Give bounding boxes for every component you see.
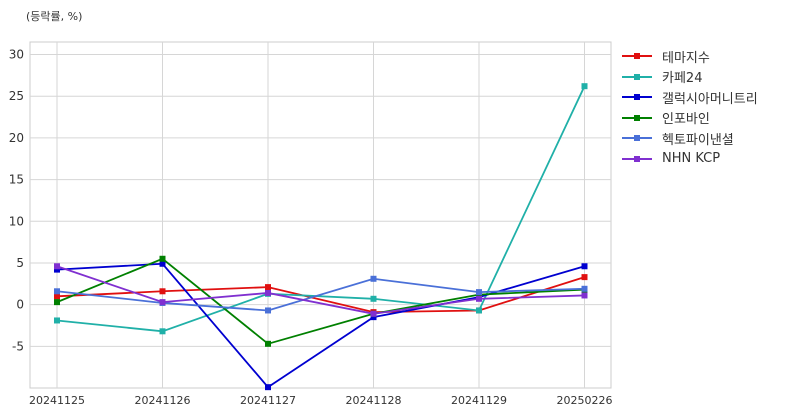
data-point [54, 299, 60, 306]
data-point [54, 288, 60, 295]
series-5 [54, 263, 588, 317]
data-point [265, 384, 271, 391]
y-tick-label: 30 [9, 48, 24, 62]
data-point [370, 295, 377, 302]
data-point [265, 307, 271, 314]
legend-swatch [622, 112, 652, 124]
data-point [54, 317, 60, 324]
data-point [54, 293, 60, 300]
legend-label: 카페24 [662, 71, 703, 87]
data-point [159, 328, 166, 335]
data-point [476, 295, 482, 302]
y-tick-label: 20 [9, 131, 24, 145]
legend-label: NHN KCP [662, 151, 721, 167]
data-point [476, 289, 482, 296]
y-tick-label: -5 [12, 339, 24, 353]
series-line [56, 276, 585, 314]
legend-swatch [622, 50, 652, 62]
data-point [476, 307, 482, 314]
series-line [56, 85, 586, 333]
x-tick-label: 20241129 [451, 394, 507, 407]
legend-label: 헥토파이낸셜 [662, 132, 734, 148]
series-line [56, 277, 585, 312]
data-point [54, 263, 60, 270]
data-point [581, 83, 588, 90]
data-point [159, 255, 166, 262]
legend-swatch [622, 153, 652, 165]
y-tick-label: 10 [9, 214, 24, 228]
grid [30, 42, 611, 388]
legend-item: 갤럭시아머니트리 [622, 87, 758, 108]
data-point [159, 260, 166, 267]
series-line [56, 257, 585, 345]
legend-item: NHN KCP [622, 149, 758, 170]
data-point [370, 310, 377, 317]
y-tick-label: 5 [16, 256, 24, 270]
legend-label: 인포바인 [662, 112, 710, 128]
data-point [54, 266, 60, 273]
data-point [581, 274, 588, 281]
legend-swatch [622, 71, 652, 83]
x-tick-label: 20241127 [240, 394, 296, 407]
legend-item: 인포바인 [622, 108, 758, 129]
x-tick-label: 20241125 [29, 394, 85, 407]
data-point [159, 299, 166, 306]
data-point [581, 292, 588, 299]
x-tick-label: 20241128 [346, 394, 402, 407]
x-tick-label: 20241126 [135, 394, 191, 407]
y-axis-ticks: -5 0 5 10 15 20 25 30 [9, 48, 24, 354]
data-point [159, 288, 166, 295]
legend-item: 헥토파이낸셜 [622, 128, 758, 149]
legend-swatch [622, 91, 652, 103]
y-tick-label: 25 [9, 89, 24, 103]
plot-frame [29, 41, 612, 389]
data-point [265, 289, 271, 296]
y-tick-label: 15 [9, 173, 24, 187]
data-point [370, 314, 377, 321]
x-tick-label: 20250226 [557, 394, 613, 407]
x-axis-ticks: 20241125 20241126 20241127 20241128 20241129… [29, 394, 613, 407]
y-tick-label: 0 [16, 298, 24, 312]
series-group [54, 83, 588, 391]
legend-label: 갤럭시아머니트리 [662, 91, 758, 107]
legend-swatch [622, 132, 652, 144]
data-point [581, 263, 588, 270]
data-point [265, 284, 271, 291]
legend-label: 테마지수 [662, 50, 710, 66]
data-point [370, 275, 377, 282]
series-line [56, 265, 585, 315]
legend-item: 카페24 [622, 67, 758, 88]
legend-item: 테마지수 [622, 46, 758, 67]
data-point [581, 285, 588, 292]
data-point [265, 340, 271, 347]
unit-label: (등락률, %) [26, 10, 83, 23]
